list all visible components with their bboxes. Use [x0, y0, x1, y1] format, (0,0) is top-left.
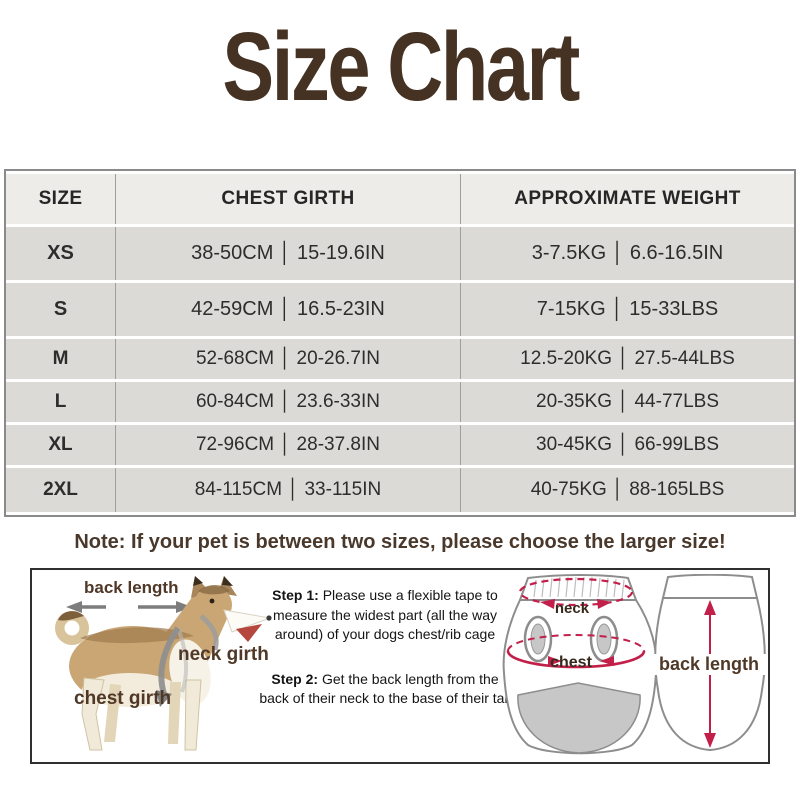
table-row: XL 72-96CM │ 28-37.8IN 30-45KG │ 66-99LB…	[6, 425, 794, 465]
chest-girth-strap-icon	[158, 626, 181, 695]
chest-girth-value: 84-115CM │ 33-115IN	[116, 468, 461, 512]
dog-leg	[184, 679, 202, 751]
dog-eye	[209, 598, 215, 604]
garment-belly-panel	[517, 682, 641, 754]
measuring-steps: Step 1: Please use a flexible tape to me…	[258, 586, 512, 709]
dog-leg	[81, 677, 105, 751]
page-title: Size Chart	[222, 12, 580, 121]
weight-value: 40-75KG │ 88-165LBS	[461, 468, 794, 512]
garment-neck-label: neck	[554, 600, 590, 617]
chest-measure-ellipse-icon	[507, 634, 645, 652]
weight-value: 7-15KG │ 15-33LBS	[461, 283, 794, 336]
step-2-text: Step 2: Get the back length from the bac…	[259, 670, 511, 707]
dog-leg	[104, 684, 121, 742]
back-length-arrows-icon	[66, 601, 192, 613]
garment-collar	[661, 574, 759, 599]
dog-chest-girth-label: chest girth	[74, 688, 172, 709]
dog-back-length-label: back length	[84, 578, 179, 597]
weight-value: 12.5-20KG │ 27.5-44LBS	[461, 339, 794, 379]
size-value: 2XL	[6, 468, 116, 512]
measuring-guide-panel: back length neck girth chest girth Step …	[30, 568, 770, 764]
dog-muzzle	[223, 609, 272, 633]
weight-value: 30-45KG │ 66-99LBS	[461, 425, 794, 465]
column-header-size: SIZE	[6, 174, 116, 224]
dog-nose	[266, 615, 272, 621]
size-chart-table: SIZE CHEST GIRTH APPROXIMATE WEIGHT XS 3…	[4, 169, 796, 517]
back-length-arrow-icon	[704, 600, 716, 748]
table-row: XS 38-50CM │ 15-19.6IN 3-7.5KG │ 6.6-16.…	[6, 227, 794, 280]
size-value: S	[6, 283, 116, 336]
dog-tongue	[236, 624, 262, 642]
garment-back-length-label: back length	[652, 654, 766, 675]
neck-girth-strap-icon	[199, 614, 219, 651]
dog-neck-girth-label: neck girth	[178, 644, 269, 665]
dog-head	[194, 586, 232, 624]
chest-girth-value: 52-68CM │ 20-26.7IN	[116, 339, 461, 379]
size-value: L	[6, 382, 116, 422]
table-header-row: SIZE CHEST GIRTH APPROXIMATE WEIGHT	[6, 174, 794, 224]
header: Size Chart	[0, 0, 800, 133]
table-row: 2XL 84-115CM │ 33-115IN 40-75KG │ 88-165…	[6, 468, 794, 512]
note-text: Note: If your pet is between two sizes, …	[74, 531, 726, 553]
garment-front-diagram	[502, 574, 658, 755]
size-value: XL	[6, 425, 116, 465]
chest-girth-value: 42-59CM │ 16.5-23IN	[116, 283, 461, 336]
table-row: M 52-68CM │ 20-26.7IN 12.5-20KG │ 27.5-4…	[6, 339, 794, 379]
neck-measure-ellipse-icon	[518, 577, 634, 607]
step-1-text: Step 1: Please use a flexible tape to me…	[272, 587, 498, 643]
table-row: S 42-59CM │ 16.5-23IN 7-15KG │ 15-33LBS	[6, 283, 794, 336]
size-value: XS	[6, 227, 116, 280]
garment-chest-label: chest	[550, 654, 592, 671]
column-header-chest-girth: CHEST GIRTH	[116, 174, 461, 224]
chest-girth-value: 60-84CM │ 23.6-33IN	[116, 382, 461, 422]
dog-illustration	[55, 576, 272, 751]
chest-girth-value: 38-50CM │ 15-19.6IN	[116, 227, 461, 280]
weight-value: 3-7.5KG │ 6.6-16.5IN	[461, 227, 794, 280]
weight-value: 20-35KG │ 44-77LBS	[461, 382, 794, 422]
size-value: M	[6, 339, 116, 379]
dog-leg	[168, 682, 181, 744]
table-row: L 60-84CM │ 23.6-33IN 20-35KG │ 44-77LBS	[6, 382, 794, 422]
column-header-approximate-weight: APPROXIMATE WEIGHT	[461, 174, 794, 224]
chest-girth-value: 72-96CM │ 28-37.8IN	[116, 425, 461, 465]
